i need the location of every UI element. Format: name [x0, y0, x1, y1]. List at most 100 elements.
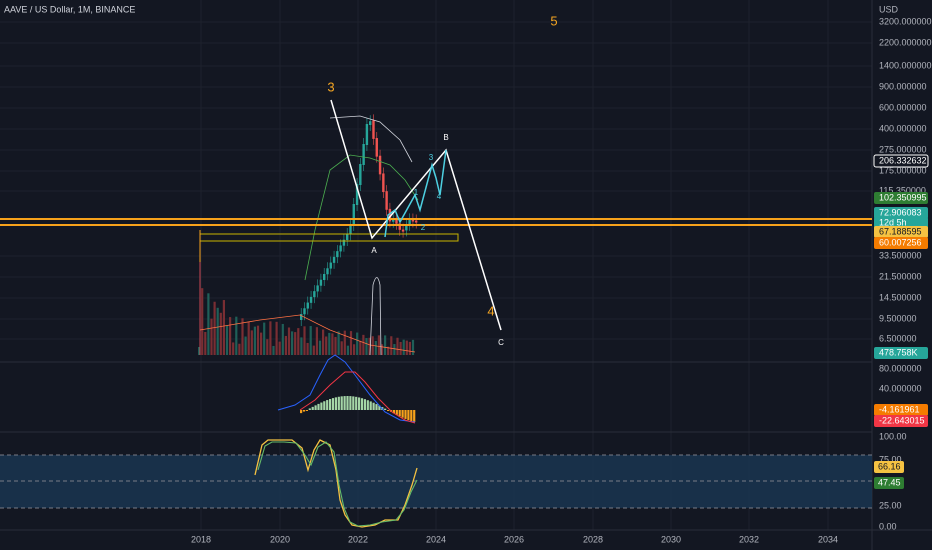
volume-bar	[272, 345, 275, 355]
volume-bar	[216, 307, 219, 355]
macd-hist	[302, 410, 306, 412]
price-axis-label: 33.500000	[879, 250, 922, 260]
volume-bar	[225, 325, 229, 355]
volume-bar	[278, 341, 281, 355]
volume-bar	[356, 332, 359, 355]
candle-body	[349, 224, 352, 235]
price-axis-label: 3200.000000	[879, 16, 932, 26]
wave-label: 4	[437, 192, 442, 201]
signal-line	[299, 371, 416, 424]
wave-label: B	[443, 133, 448, 142]
candle-body	[300, 314, 303, 320]
time-axis-label: 2032	[739, 534, 759, 544]
volume-bar	[256, 325, 260, 355]
wave-impulse	[384, 149, 447, 238]
macd-hist	[410, 410, 413, 422]
macd-hist	[346, 396, 349, 410]
volume-bar	[399, 341, 402, 355]
candles	[300, 114, 418, 326]
stoch-badge	[874, 477, 904, 489]
volume-bar	[201, 288, 204, 355]
candle-body	[398, 223, 401, 230]
volume-bar	[331, 333, 334, 355]
candle-body	[313, 291, 316, 298]
macd-hist	[320, 402, 323, 410]
price-axis-label: 275.000000	[879, 144, 927, 154]
candle-body	[365, 124, 369, 145]
candle-body	[346, 234, 349, 240]
volume-bar	[287, 327, 291, 355]
macd-axis-label: 80.000000	[879, 363, 922, 373]
candle-body	[316, 285, 319, 292]
volume-bar	[300, 337, 303, 355]
price-axis-label: 6.500000	[879, 333, 917, 343]
volume-bar	[390, 336, 393, 355]
volume-bar	[241, 318, 244, 355]
stoch-badge-label: 47.45	[878, 477, 901, 487]
price-badge-label: 102.350995	[879, 192, 927, 202]
macd-hist	[413, 410, 416, 423]
macd-hist	[349, 396, 352, 410]
volume-bar	[266, 339, 269, 355]
candle-body	[306, 302, 309, 309]
macd-hist	[358, 397, 361, 410]
price-badge	[874, 226, 928, 238]
price-badge-label: 478.758K	[879, 347, 918, 357]
candle-body	[352, 204, 355, 225]
volume-bar	[284, 335, 287, 355]
volume-bar	[297, 328, 300, 355]
volume-bar	[340, 341, 343, 355]
volume-bar	[318, 340, 322, 355]
macd-hist	[375, 404, 378, 410]
volume-bar	[260, 332, 263, 355]
stoch-axis-label: 75.00	[879, 454, 902, 464]
volume-bar	[222, 300, 225, 355]
price-axis-label: 2200.000000	[879, 37, 932, 47]
symbol-title: AAVE / US Dollar, 1M, BINANCE	[4, 4, 135, 14]
volume-bar	[337, 331, 340, 355]
candle-body	[375, 138, 378, 157]
macd-hist	[323, 401, 326, 410]
wave-label: A	[371, 246, 377, 255]
price-badge	[874, 347, 928, 359]
macd-hist	[378, 405, 381, 410]
volume-bar	[210, 318, 213, 355]
volume-bar	[263, 322, 266, 355]
price-badge	[874, 415, 928, 427]
volume-bar	[328, 332, 331, 355]
candle-body	[359, 164, 362, 185]
candle-body	[385, 191, 388, 210]
time-axis-label: 2018	[191, 534, 211, 544]
macd-hist	[314, 405, 317, 410]
price-axis-label: 400.000000	[879, 123, 927, 133]
macd-hist	[340, 396, 343, 410]
macd-hist	[337, 396, 340, 410]
macd-hist	[300, 410, 303, 414]
volume-bar	[334, 336, 337, 355]
time-axis-label: 2022	[348, 534, 368, 544]
price-badge-label: -22.643015	[879, 415, 925, 425]
volume-bar	[269, 321, 272, 355]
volume-bar	[362, 334, 365, 355]
wave-label: 5	[550, 13, 557, 28]
volume-ma	[199, 314, 416, 353]
volume-bar	[219, 312, 222, 355]
volume-bar	[306, 342, 309, 355]
price-badge-label: 60.007256	[879, 237, 922, 247]
volume-bar	[198, 347, 201, 355]
stoch-axis-label: 100.00	[879, 431, 907, 441]
macd-axis-label: 40.000000	[879, 383, 922, 393]
candle-body	[415, 220, 418, 223]
price-axis-label: 600.000000	[879, 102, 927, 112]
volume-bar	[393, 344, 396, 355]
macd-hist	[404, 410, 407, 419]
volume-bar	[204, 332, 207, 355]
macd-hist	[311, 406, 314, 410]
volume-bar	[315, 327, 318, 355]
price-axis-label: 115.350000	[879, 185, 926, 195]
macd-hist	[326, 400, 329, 410]
volume-bar	[275, 321, 278, 355]
wave-label: 1	[414, 188, 419, 197]
price-badge	[874, 207, 928, 219]
macd-hist	[317, 403, 320, 410]
